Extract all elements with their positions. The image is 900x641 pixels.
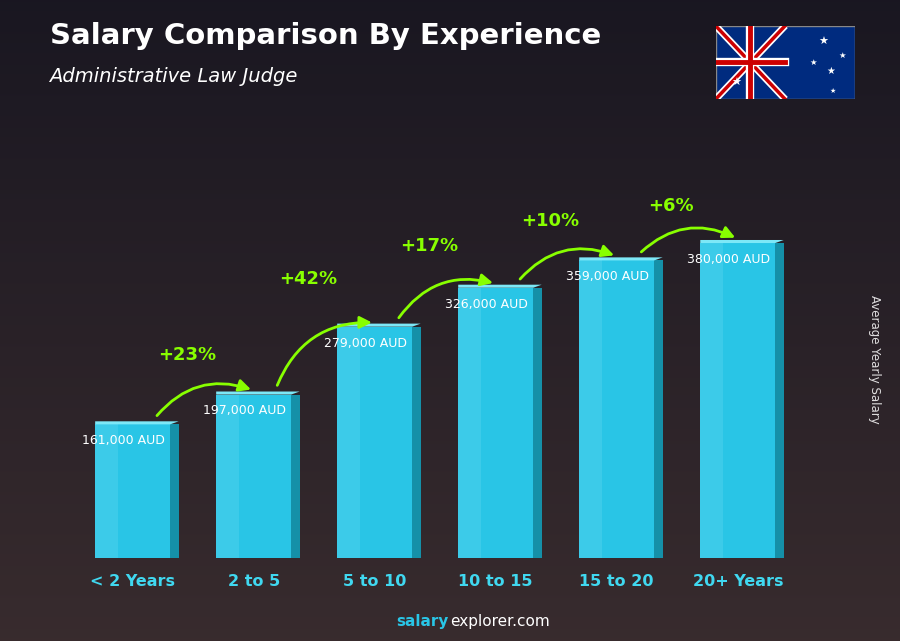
Text: explorer.com: explorer.com	[450, 615, 550, 629]
Text: +17%: +17%	[400, 237, 458, 255]
Polygon shape	[412, 327, 420, 558]
Polygon shape	[700, 243, 723, 558]
Polygon shape	[338, 327, 360, 558]
Text: 380,000 AUD: 380,000 AUD	[687, 253, 770, 266]
FancyArrowPatch shape	[157, 381, 248, 415]
Text: Average Yearly Salary: Average Yearly Salary	[868, 295, 881, 423]
Polygon shape	[338, 327, 412, 558]
Text: 359,000 AUD: 359,000 AUD	[565, 271, 649, 283]
Text: Salary Comparison By Experience: Salary Comparison By Experience	[50, 22, 601, 51]
Text: ★: ★	[809, 58, 817, 67]
Polygon shape	[170, 424, 179, 558]
Polygon shape	[95, 424, 170, 558]
Text: salary: salary	[396, 615, 448, 629]
Text: ★: ★	[830, 88, 836, 94]
Polygon shape	[95, 424, 118, 558]
Text: ★: ★	[819, 37, 829, 47]
Polygon shape	[458, 288, 481, 558]
FancyArrowPatch shape	[642, 228, 733, 252]
FancyArrowPatch shape	[520, 246, 611, 279]
Polygon shape	[775, 243, 784, 558]
FancyArrowPatch shape	[399, 275, 490, 318]
Polygon shape	[700, 240, 784, 243]
Polygon shape	[580, 260, 654, 558]
Polygon shape	[216, 395, 239, 558]
Text: Administrative Law Judge: Administrative Law Judge	[50, 67, 298, 87]
Polygon shape	[580, 260, 602, 558]
Text: +42%: +42%	[279, 271, 338, 288]
Text: +23%: +23%	[158, 345, 216, 363]
Polygon shape	[338, 324, 420, 327]
Polygon shape	[216, 395, 292, 558]
Polygon shape	[654, 260, 662, 558]
Polygon shape	[580, 258, 662, 260]
Polygon shape	[700, 243, 775, 558]
Polygon shape	[533, 288, 542, 558]
Text: 197,000 AUD: 197,000 AUD	[202, 404, 285, 417]
Text: +6%: +6%	[648, 197, 694, 215]
FancyArrowPatch shape	[277, 317, 369, 385]
Text: +10%: +10%	[521, 212, 580, 230]
Text: 326,000 AUD: 326,000 AUD	[445, 297, 527, 311]
Text: 279,000 AUD: 279,000 AUD	[323, 337, 407, 349]
Polygon shape	[95, 421, 179, 424]
Text: ★: ★	[826, 66, 835, 76]
Polygon shape	[216, 392, 300, 395]
Text: ★: ★	[732, 78, 742, 88]
Polygon shape	[458, 285, 542, 288]
Polygon shape	[292, 395, 300, 558]
Text: ★: ★	[839, 51, 846, 60]
Polygon shape	[458, 288, 533, 558]
Text: 161,000 AUD: 161,000 AUD	[82, 435, 165, 447]
